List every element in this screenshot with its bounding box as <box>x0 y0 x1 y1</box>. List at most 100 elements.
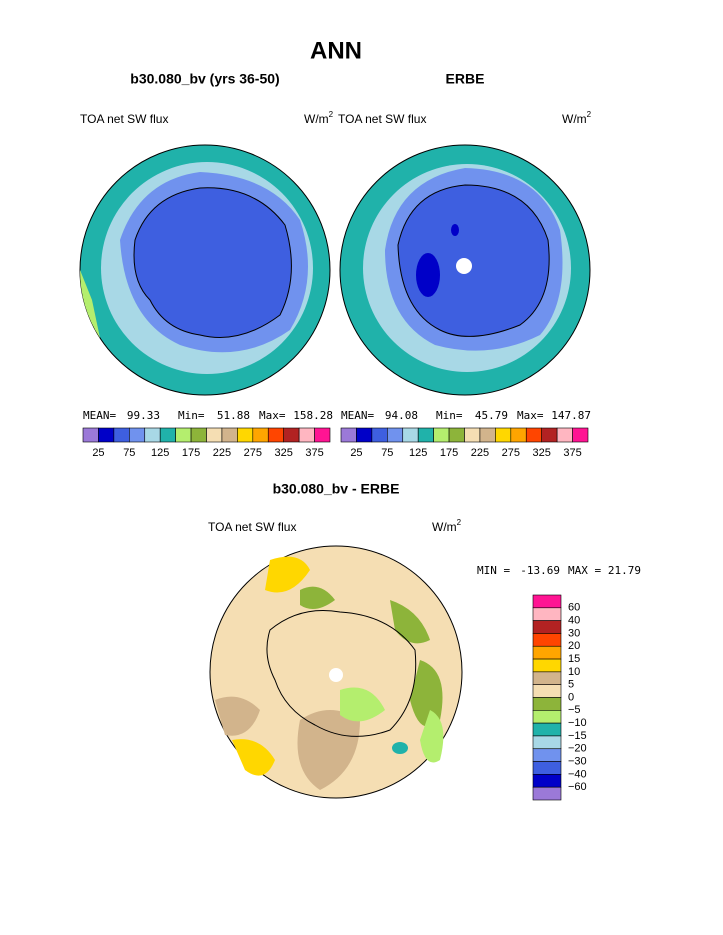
colorbar-label: 325 <box>275 447 293 459</box>
stat-value: 45.79 <box>475 409 508 422</box>
colorbar-box <box>417 427 434 443</box>
variable-label: TOA net SW flux <box>338 112 426 126</box>
colorbar-label: 325 <box>533 447 551 459</box>
max-label: MAX = <box>568 564 601 577</box>
colorbar-box <box>82 427 99 443</box>
colorbar-box <box>532 684 562 698</box>
panel-title: b30.080_bv (yrs 36-50) <box>130 71 279 87</box>
units-label: W/m2 <box>304 110 334 126</box>
colorbar-label: 5 <box>568 679 574 691</box>
polar-map <box>209 545 463 799</box>
stat-label: MEAN= <box>341 409 374 422</box>
stat-value: 158.28 <box>293 409 333 422</box>
stat-value: 147.87 <box>551 409 591 422</box>
colorbar-box <box>532 748 562 762</box>
units: W/m <box>304 112 329 126</box>
panel-title: ERBE <box>446 71 485 87</box>
units-power: 2 <box>329 110 334 119</box>
colorbar-box <box>532 607 562 621</box>
colorbar-box <box>159 427 176 443</box>
colorbar-box <box>464 427 481 443</box>
max-value: 21.79 <box>608 564 641 577</box>
main-title: ANN <box>310 37 362 64</box>
colorbar-box <box>532 774 562 788</box>
colorbar-box <box>98 427 115 443</box>
colorbar-box <box>221 427 238 443</box>
stat-value: 94.08 <box>385 409 418 422</box>
colorbar-label: −20 <box>568 743 587 755</box>
colorbar-box <box>252 427 269 443</box>
colorbar-label: 225 <box>213 447 231 459</box>
units: W/m <box>562 112 587 126</box>
stat-value: 99.33 <box>127 409 160 422</box>
variable-label: TOA net SW flux <box>208 520 296 534</box>
colorbar-box <box>525 427 542 443</box>
colorbar-box <box>532 697 562 711</box>
colorbar-box <box>433 427 450 443</box>
colorbar-label: 125 <box>409 447 427 459</box>
colorbar-label: 20 <box>568 640 580 652</box>
colorbar-label: 75 <box>381 447 393 459</box>
min-value: -13.69 <box>520 564 560 577</box>
polar-map <box>339 144 591 396</box>
colorbar-label: −10 <box>568 717 587 729</box>
colorbar-label: 25 <box>92 447 104 459</box>
colorbar-label: 30 <box>568 627 580 639</box>
colorbar-box <box>144 427 161 443</box>
variable-label: TOA net SW flux <box>80 112 168 126</box>
colorbar-box <box>340 427 357 443</box>
colorbar-box <box>532 786 562 801</box>
stat-value: 51.88 <box>217 409 250 422</box>
colorbar-box <box>532 735 562 750</box>
colorbar-box <box>267 427 284 443</box>
colorbar-label: −60 <box>568 781 587 793</box>
colorbar-label: 40 <box>568 615 580 627</box>
colorbar-label: 10 <box>568 666 580 678</box>
colorbar-label: 275 <box>502 447 520 459</box>
colorbar-box <box>532 722 562 737</box>
colorbar-label: −30 <box>568 755 587 767</box>
colorbar-label: 0 <box>568 691 574 703</box>
colorbar-box <box>314 427 331 443</box>
colorbar-box <box>532 761 562 775</box>
colorbar-label: 225 <box>471 447 489 459</box>
colorbar-box <box>532 671 562 685</box>
colorbar-box <box>402 427 419 443</box>
colorbar-box <box>298 427 315 443</box>
colorbar-box <box>190 427 207 443</box>
polar-map <box>79 144 331 396</box>
colorbar-label: 125 <box>151 447 169 459</box>
colorbar-label: −15 <box>568 730 587 742</box>
colorbar-box <box>532 633 562 647</box>
colorbar-box <box>532 645 562 660</box>
colorbar-label: 175 <box>440 447 458 459</box>
stat-label: Min= <box>178 409 205 422</box>
stat-label: Max= <box>517 409 544 422</box>
colorbar-box <box>541 427 558 443</box>
panel-title: b30.080_bv - ERBE <box>273 481 400 497</box>
colorbar-label: 15 <box>568 653 580 665</box>
colorbar-box <box>510 427 527 443</box>
colorbar-box <box>129 427 146 443</box>
units-label: W/m2 <box>562 110 592 126</box>
min-label: MIN = <box>477 564 510 577</box>
stat-label: MEAN= <box>83 409 116 422</box>
colorbar-box <box>448 427 465 443</box>
colorbar-box <box>532 710 562 724</box>
colorbar-box <box>356 427 373 443</box>
units-power: 2 <box>457 518 462 527</box>
stat-label: Max= <box>259 409 286 422</box>
colorbar-label: −5 <box>568 704 581 716</box>
colorbar-label: 275 <box>244 447 262 459</box>
stat-label: Min= <box>436 409 463 422</box>
units: W/m <box>432 520 457 534</box>
colorbar-box <box>479 427 496 443</box>
colorbar-label: 75 <box>123 447 135 459</box>
colorbar-box <box>387 427 404 443</box>
colorbar-box <box>175 427 192 443</box>
colorbar-box <box>495 427 512 443</box>
colorbar-label: 175 <box>182 447 200 459</box>
colorbar-box <box>206 427 223 443</box>
colorbar-label: 25 <box>350 447 362 459</box>
